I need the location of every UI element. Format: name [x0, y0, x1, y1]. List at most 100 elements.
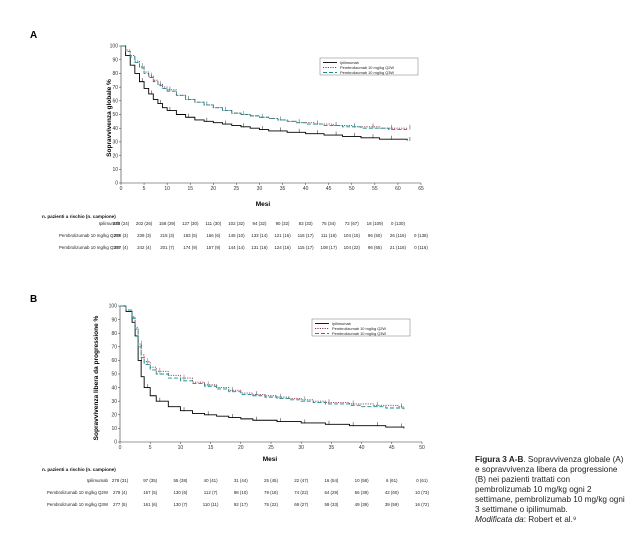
- panel-b-risk-value: 49 (39): [355, 502, 369, 507]
- panel-a-ylabel: Sopravvivenza globale %: [106, 79, 113, 157]
- panel-b-risk-value: 97 (35): [143, 478, 157, 483]
- panel-a-risk-value: 278 (24): [113, 221, 130, 226]
- panel-b-y-tick-label: 0: [114, 440, 117, 446]
- panel-a-risk-value: 116 (17): [298, 233, 315, 238]
- panel-b-y-tick-label: 70: [111, 345, 117, 351]
- panel-b-label: B: [30, 294, 37, 305]
- panel-a-y-tick-label: 10: [112, 167, 118, 173]
- panel-b-risk-value: 31 (44): [234, 478, 248, 483]
- panel-a-plot: 0 10 20 30 40 50 60 70 80 90 100 0 5 10 15 20 25 30 35 40 45…: [110, 44, 424, 192]
- panel-a-x-tick-label: 25: [234, 186, 240, 192]
- panel-a-risk-value: 26 (116): [390, 233, 407, 238]
- panel-a-risk-row-label: Pembrolizumab 10 mg/kg Q3W: [59, 245, 121, 250]
- panel-a-risk-value: 158 (29): [159, 221, 176, 226]
- panel-b-risk-value: 39 (59): [385, 502, 399, 507]
- panel-a-x-tick-label: 40: [303, 186, 309, 192]
- panel-b-risk-title: n. pazienti a rischio (n. campione): [42, 467, 116, 472]
- panel-b-y-tick-label: 30: [111, 399, 117, 405]
- panel-b-risk-value: 0 (61): [416, 478, 428, 483]
- panel-b-risk-value: 75 (22): [264, 502, 278, 507]
- panel-b-series-0-line: [120, 305, 405, 429]
- panel-a-x-tick-label: 0: [120, 186, 123, 192]
- panel-b-risk-value: 278 (31): [112, 478, 129, 483]
- caption-source: : Robert et al.⁹: [523, 515, 577, 524]
- panel-b-x-tick-label: 0: [119, 445, 122, 451]
- caption-figure-number: Figura 3 A-B: [475, 455, 524, 464]
- panel-a-x-tick-label: 20: [211, 186, 217, 192]
- panel-a-x-tick-label: 30: [257, 186, 263, 192]
- panel-b-legend-label: Pembrolizumab 10 mg/kg Q3W: [332, 331, 386, 336]
- panel-b-y-tick-label: 10: [111, 426, 117, 432]
- panel-a-risk-value: 96 (65): [368, 245, 382, 250]
- panel-a-risk-value: 104 (15): [344, 233, 361, 238]
- panel-b-xlabel: Mesi: [263, 456, 278, 463]
- panel-b-risk-row-label: Pembrolizumab 10 mg/kg Q2W: [47, 490, 109, 495]
- panel-b-risk-value: 157 (5): [143, 490, 157, 495]
- panel-a-risk-value: 0 (130): [391, 221, 405, 226]
- panel-b-y-tick-label: 80: [111, 331, 117, 337]
- panel-a-risk-value: 239 (3): [137, 233, 151, 238]
- panel-a-y-tick-label: 90: [112, 57, 118, 63]
- panel-a-risk-value: 108 (17): [321, 245, 338, 250]
- panel-b-series-1-line: [120, 305, 404, 408]
- panel-a-risk-value: 18 (109): [367, 221, 384, 226]
- panel-a-x-tick-label: 65: [418, 186, 424, 192]
- panel-a-risk-value: 102 (32): [228, 221, 245, 226]
- panel-a-x-tick-label: 50: [349, 186, 355, 192]
- panel-a-risk-value: 201 (7): [160, 245, 174, 250]
- panel-a-y-tick-label: 20: [112, 153, 118, 159]
- panel-b-y-tick-label: 90: [111, 317, 117, 323]
- panel-b-series-2-line: [120, 305, 405, 410]
- panel-a-x-tick-label: 5: [143, 186, 146, 192]
- panel-b-risk-value: 130 (6): [173, 490, 187, 495]
- panel-a-y-tick-label: 100: [110, 44, 119, 50]
- panel-b-risk-value: 56 (39): [355, 490, 369, 495]
- panel-a-y-tick-label: 80: [112, 71, 118, 77]
- panel-b-y-tick-label: 60: [111, 358, 117, 364]
- panel-b-legend-box: [311, 318, 411, 337]
- panel-b-risk-value: 92 (17): [234, 502, 248, 507]
- panel-b-risk-value: 42 (60): [385, 490, 399, 495]
- panel-b-risk-value: 68 (27): [294, 502, 308, 507]
- panel-a-xlabel: Mesi: [256, 201, 271, 208]
- panel-a-risk-value: 83 (33): [299, 221, 313, 226]
- panel-a-x-tick-label: 35: [280, 186, 286, 192]
- panel-b-risk-value: 64 (29): [324, 490, 338, 495]
- panel-a-risk-value: 124 (16): [274, 245, 291, 250]
- panel-b-risk-value: 277 (5): [113, 502, 127, 507]
- panel-a-legend-label: Ipilimumab: [340, 60, 359, 65]
- panel-a-y-tick-label: 70: [112, 85, 118, 91]
- panel-a-risk-value: 166 (6): [206, 233, 220, 238]
- panel-b-legend-label: Ipilimumab: [332, 321, 351, 326]
- panel-b-risk-value: 25 (45): [264, 478, 278, 483]
- panel-a-risk-value: 121 (16): [274, 233, 291, 238]
- panel-b-risk-value: 161 (6): [143, 502, 157, 507]
- panel-b-risk-value: 55 (38): [173, 478, 187, 483]
- panel-a-risk-value: 96 (50): [368, 233, 382, 238]
- panel-b-x-tick-label: 50: [419, 445, 425, 451]
- panel-b-risk-value: 74 (22): [294, 490, 308, 495]
- panel-a-x-tick-label: 55: [372, 186, 378, 192]
- panel-b-x-tick-label: 15: [208, 445, 214, 451]
- panel-a-series-0-line: [121, 45, 408, 141]
- panel-a-risk-value: 115 (17): [298, 245, 315, 250]
- panel-a-x-tick-label: 60: [395, 186, 401, 192]
- panel-a-risk-value: 202 (26): [136, 221, 153, 226]
- panel-a-risk-value: 215 (3): [160, 233, 174, 238]
- panel-a-risk-value: 277 (4): [114, 245, 128, 250]
- panel-a-label: A: [30, 30, 37, 41]
- panel-a-risk-value: 104 (22): [344, 245, 361, 250]
- panel-a-risk-row-label: Ipilimumab: [99, 221, 121, 226]
- panel-a-risk-value: 279 (3): [114, 233, 128, 238]
- panel-a-risk-value: 183 (5): [183, 233, 197, 238]
- panel-a-y-tick-label: 60: [112, 99, 118, 105]
- panel-a-risk-value: 145 (10): [228, 233, 245, 238]
- panel-a-y-tick-label: 30: [112, 140, 118, 146]
- panel-a-legend-label: Pembrolizumab 10 mg/kg Q2W: [340, 65, 394, 70]
- panel-b-x-tick-label: 45: [389, 445, 395, 451]
- panel-b-risk-value: 16 (54): [324, 478, 338, 483]
- panel-b-ylabel: Sopravvivenza libera da progressione %: [93, 315, 100, 440]
